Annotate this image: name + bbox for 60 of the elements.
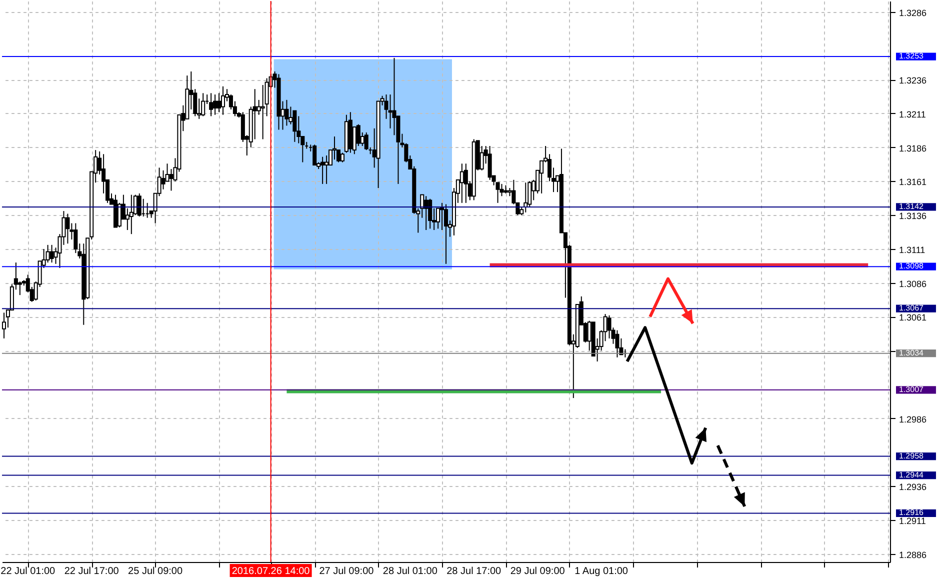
y-tick-label: 1.2986 <box>899 414 927 424</box>
y-tick-label: 1.3186 <box>899 143 927 154</box>
y-tick-label: 1.3286 <box>899 8 927 18</box>
y-tick-label: 1.3136 <box>899 211 927 222</box>
y-tick-label: 1.3086 <box>899 278 927 289</box>
ref-line-label: 1.2958 <box>899 451 924 460</box>
candlestick <box>356 124 360 146</box>
candlestick <box>340 152 344 163</box>
ref-line-label: 1.2944 <box>899 470 924 480</box>
x-tick-label: 28 Jul 01:00 <box>382 566 438 577</box>
candlestick <box>117 202 122 228</box>
candlestick <box>18 281 22 296</box>
y-tick-label: 1.3061 <box>899 312 927 323</box>
x-tick-label: 1 Aug 01:00 <box>574 566 628 577</box>
x-tick-label: 2016.07.26 14:00 <box>232 566 310 577</box>
candlestick <box>320 156 325 184</box>
candlestick <box>424 196 428 231</box>
x-tick-label: 22 Jul 01:00 <box>0 566 56 577</box>
candlestick <box>615 330 620 358</box>
candlestick <box>284 99 289 126</box>
candlestick <box>444 204 448 264</box>
candlestick <box>312 144 317 166</box>
ref-line-label: 1.2916 <box>899 508 924 518</box>
candlestick <box>488 145 492 180</box>
ref-line-label: 1.3034 <box>899 348 924 358</box>
y-tick-label: 1.2886 <box>899 550 927 560</box>
candlestick <box>364 132 368 151</box>
ref-line-label: 1.3007 <box>899 384 924 394</box>
x-tick-label: 29 Jul 09:00 <box>510 566 566 577</box>
candlestick <box>220 86 226 116</box>
x-tick-label: 28 Jul 17:00 <box>446 566 502 577</box>
candlestick <box>169 168 174 192</box>
candlestick <box>209 92 214 117</box>
y-tick-label: 1.3111 <box>899 244 926 255</box>
ref-line-label: 1.3142 <box>899 202 924 211</box>
y-tick-label: 1.3161 <box>899 177 927 188</box>
x-tick-label: 25 Jul 09:00 <box>128 566 183 577</box>
x-tick-label: 22 Jul 17:00 <box>64 566 120 577</box>
ref-line-label: 1.3067 <box>899 304 924 313</box>
y-tick-label: 1.2936 <box>899 482 927 492</box>
y-tick-label: 1.3211 <box>899 109 926 120</box>
candlestick <box>428 198 432 230</box>
candlestick <box>292 110 297 142</box>
x-tick-label: 27 Jul 09:00 <box>319 566 374 577</box>
candlestick <box>50 244 54 264</box>
ref-line-label: 1.3253 <box>899 52 924 61</box>
candlestick <box>161 170 166 190</box>
y-tick-label: 1.3236 <box>899 76 927 86</box>
candlestick <box>388 94 392 129</box>
candlestick <box>201 92 206 117</box>
candlestick <box>460 163 464 204</box>
candlestick <box>66 213 70 244</box>
candlestick <box>496 182 500 204</box>
candlestick <box>464 163 468 204</box>
candlestick <box>137 192 142 217</box>
y-tick-label: 1.2911 <box>899 516 926 526</box>
candlestick <box>129 194 134 235</box>
candlestick <box>213 94 218 116</box>
ref-line-label: 1.3098 <box>899 262 924 271</box>
candlestick <box>2 312 6 339</box>
